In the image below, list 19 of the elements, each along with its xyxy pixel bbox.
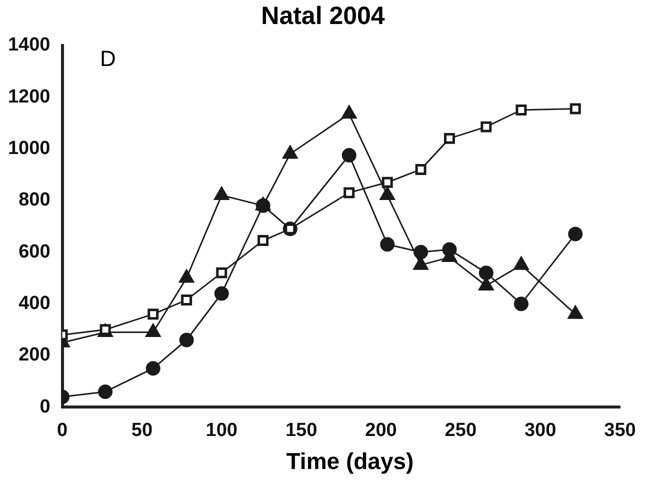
x-tick-label: 200	[365, 420, 397, 441]
x-tick-label: 150	[285, 420, 318, 441]
annotation: D	[100, 46, 116, 72]
x-axis-title: Time (days)	[285, 448, 415, 475]
chart-title: Natal 2004	[260, 2, 386, 31]
y-tick-label: 400	[18, 293, 50, 314]
y-tick-label: 800	[18, 190, 50, 211]
x-tick-label: 250	[444, 420, 476, 441]
y-tick-label: 1000	[8, 138, 50, 160]
x-tick-label: 100	[206, 420, 238, 441]
y-tick-label: 1200	[8, 86, 50, 108]
y-tick-label: 0	[40, 396, 50, 418]
x-tick-label: 350	[604, 420, 636, 441]
x-tick-label: 300	[524, 420, 556, 441]
x-tick-label: 0	[56, 420, 68, 441]
y-tick-label: 1400	[8, 34, 50, 56]
y-tick-label: 600	[18, 241, 50, 262]
y-tick-label: 200	[18, 344, 50, 366]
x-tick-label: 50	[131, 420, 153, 441]
